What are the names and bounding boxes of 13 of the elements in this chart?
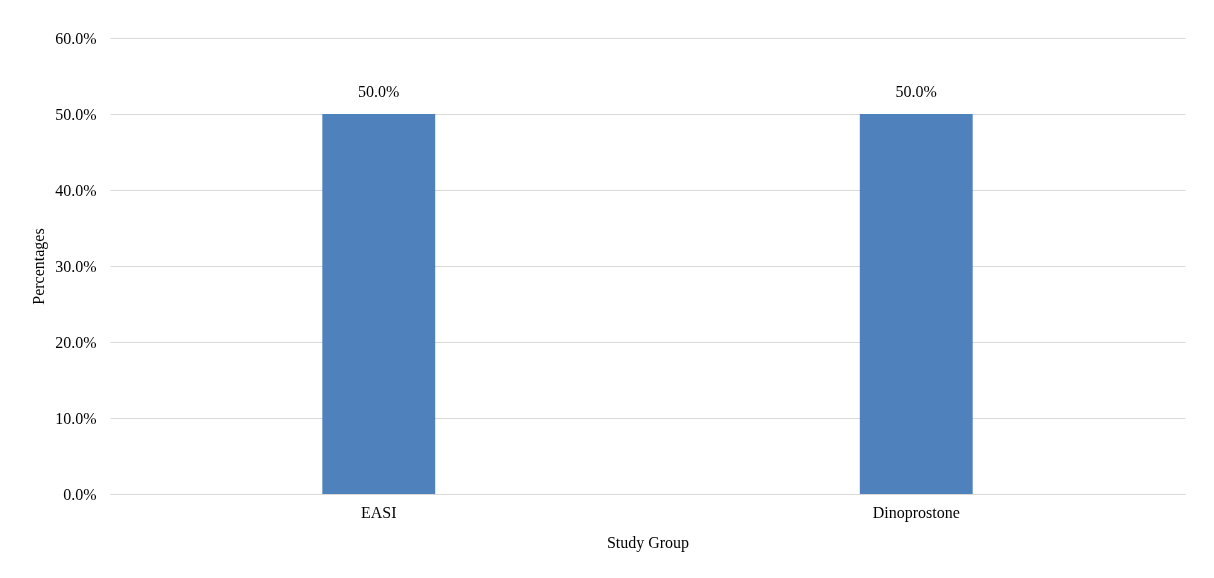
data-label: 50.0% — [895, 83, 937, 100]
y-tick-label: 0.0% — [63, 485, 97, 503]
y-tick-label: 10.0% — [55, 409, 97, 427]
y-tick-label: 30.0% — [55, 257, 97, 275]
y-tick-label: 60.0% — [55, 29, 97, 47]
y-tick-label: 40.0% — [55, 181, 97, 199]
data-label: 50.0% — [358, 83, 400, 100]
y-tick-label: 50.0% — [55, 105, 97, 123]
y-axis-title: Percentages — [30, 228, 49, 305]
y-tick-label: 20.0% — [55, 333, 97, 351]
x-axis-title: Study Group — [606, 533, 690, 552]
x-tick-label: EASI — [360, 503, 397, 521]
x-tick-label: Dinoprostone — [872, 503, 960, 522]
